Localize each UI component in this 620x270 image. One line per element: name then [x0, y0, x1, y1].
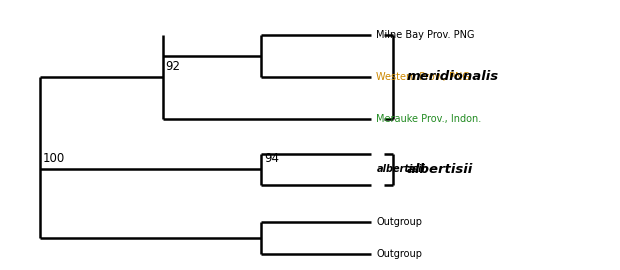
Text: 92: 92: [166, 60, 180, 73]
Text: Outgroup: Outgroup: [376, 249, 422, 259]
Text: meridionalis: meridionalis: [407, 70, 499, 83]
Text: Milne Bay Prov. PNG: Milne Bay Prov. PNG: [376, 29, 475, 39]
Text: 100: 100: [43, 152, 65, 166]
Text: Outgroup: Outgroup: [376, 217, 422, 227]
Text: 94: 94: [264, 152, 279, 166]
Text: Western Prov., PNG: Western Prov., PNG: [376, 72, 470, 82]
Text: albertisii: albertisii: [376, 164, 425, 174]
Text: Merauke Prov., Indon.: Merauke Prov., Indon.: [376, 114, 482, 124]
Text: albertisii: albertisii: [407, 163, 473, 176]
